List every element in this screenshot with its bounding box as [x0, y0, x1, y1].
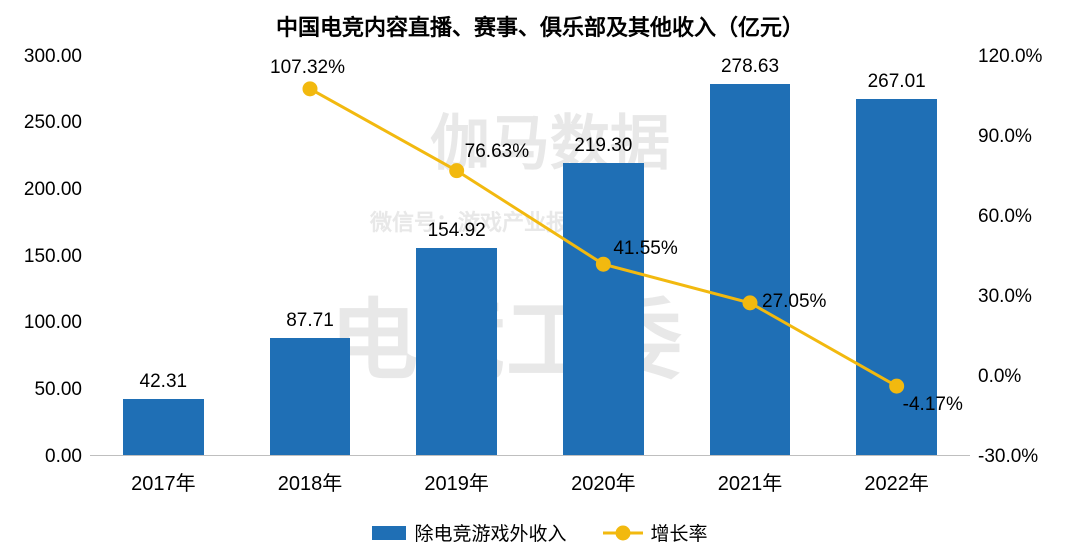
line-value-label: -4.17% [903, 394, 963, 416]
bar [270, 338, 351, 455]
y-right-tick: 60.0% [978, 206, 1032, 228]
bar-value-label: 219.30 [553, 135, 653, 157]
line-value-label: 27.05% [762, 291, 826, 313]
y-right-tick: 30.0% [978, 286, 1032, 308]
y-left-tick: 250.00 [24, 112, 82, 134]
y-right-tick: 120.0% [978, 46, 1042, 68]
x-tick: 2019年 [383, 467, 530, 496]
legend-item: 除电竞游戏外收入 [372, 519, 566, 546]
x-tick: 2018年 [237, 467, 384, 496]
y-left-tick: 150.00 [24, 246, 82, 268]
x-tick: 2020年 [530, 467, 677, 496]
chart-container: 中国电竞内容直播、赛事、俱乐部及其他收入（亿元） 伽马数据微信号：游戏产业报告电… [0, 0, 1080, 554]
y-right-tick: 0.0% [978, 366, 1021, 388]
y-left-tick: 300.00 [24, 46, 82, 68]
bar-value-label: 42.31 [113, 371, 213, 393]
legend-label: 增长率 [651, 519, 708, 546]
bar-value-label: 278.63 [700, 56, 800, 78]
plot-area: 42.31 87.71 154.92 219.30 278.63 267.01 [90, 55, 970, 455]
y-right-tick: 90.0% [978, 126, 1032, 148]
legend-label: 除电竞游戏外收入 [414, 519, 566, 546]
line-value-label: 41.55% [613, 238, 677, 260]
legend-item: 增长率 [603, 519, 708, 546]
x-tick: 2022年 [823, 467, 970, 496]
bar [563, 163, 644, 455]
y-left-tick: 200.00 [24, 179, 82, 201]
bar [123, 399, 204, 455]
x-tick: 2017年 [90, 467, 237, 496]
bar-value-label: 154.92 [407, 220, 507, 242]
y-right-tick: -30.0% [978, 446, 1038, 468]
legend: 除电竞游戏外收入 增长率 [0, 519, 1080, 546]
y-left-tick: 50.00 [34, 379, 82, 401]
line-value-label: 76.63% [465, 141, 529, 163]
bar [710, 84, 791, 456]
x-axis-baseline [90, 455, 970, 456]
bar-value-label: 87.71 [260, 310, 360, 332]
legend-swatch-line [603, 526, 643, 540]
bar-value-label: 267.01 [847, 71, 947, 93]
bar [416, 248, 497, 455]
y-left-tick: 100.00 [24, 312, 82, 334]
y-left-tick: 0.00 [45, 446, 82, 468]
line-value-label: 107.32% [270, 57, 345, 79]
x-tick: 2021年 [677, 467, 824, 496]
chart-title: 中国电竞内容直播、赛事、俱乐部及其他收入（亿元） [0, 10, 1080, 42]
legend-swatch-bar [372, 526, 406, 540]
